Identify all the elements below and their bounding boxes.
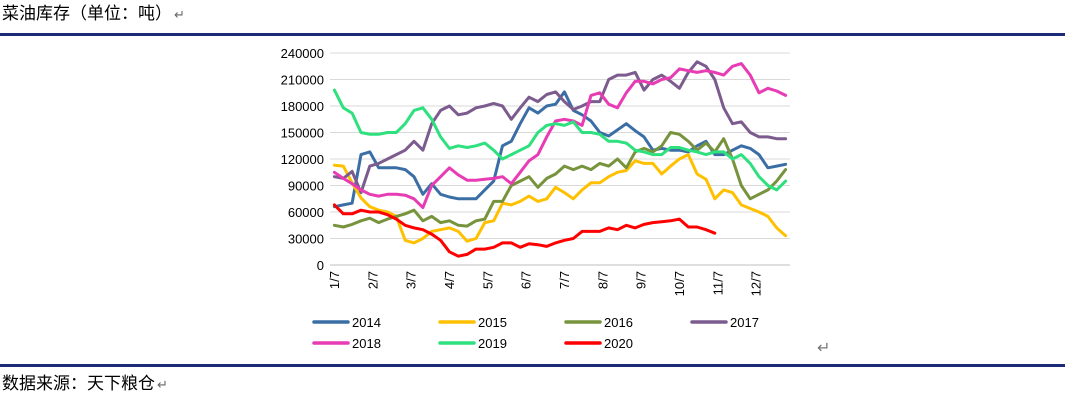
x-tick-label: 11/7 bbox=[710, 271, 725, 295]
return-mark-icon: ↵ bbox=[157, 378, 168, 393]
x-tick-label: 6/7 bbox=[519, 271, 534, 289]
x-tick-label: 12/7 bbox=[749, 271, 764, 296]
y-tick-label: 210000 bbox=[281, 73, 324, 88]
legend-label-2018: 2018 bbox=[352, 336, 381, 351]
y-tick-label: 120000 bbox=[281, 152, 324, 167]
source-note: 数据来源：天下粮仓 ↵ bbox=[2, 374, 168, 394]
top-rule bbox=[0, 33, 1065, 36]
y-tick-label: 240000 bbox=[281, 46, 324, 61]
x-tick-label: 1/7 bbox=[327, 271, 342, 289]
y-tick-label: 90000 bbox=[288, 179, 324, 194]
bottom-rule bbox=[0, 364, 1065, 367]
return-mark-icon: ↵ bbox=[817, 338, 831, 357]
x-tick-label: 7/7 bbox=[557, 271, 572, 289]
x-tick-label: 4/7 bbox=[442, 271, 457, 289]
return-mark-icon: ↵ bbox=[174, 8, 185, 23]
legend-label-2016: 2016 bbox=[604, 315, 633, 330]
series-line-2019 bbox=[332, 88, 788, 192]
y-tick-label: 0 bbox=[317, 258, 324, 273]
x-tick-label: 8/7 bbox=[595, 271, 610, 289]
legend-label-2017: 2017 bbox=[730, 315, 759, 330]
x-tick-label: 2/7 bbox=[365, 271, 380, 289]
legend-label-2020: 2020 bbox=[604, 336, 633, 351]
x-tick-label: 5/7 bbox=[480, 271, 495, 289]
y-tick-label: 30000 bbox=[288, 232, 324, 247]
y-tick-label: 180000 bbox=[281, 99, 324, 114]
series-line-2018 bbox=[332, 62, 788, 210]
page-title: 菜油库存（单位：吨） ↵ bbox=[2, 4, 185, 24]
y-tick-label: 150000 bbox=[281, 126, 324, 141]
x-tick-label: 9/7 bbox=[634, 271, 649, 289]
legend-label-2014: 2014 bbox=[352, 315, 381, 330]
x-tick-label: 3/7 bbox=[404, 271, 419, 289]
legend-label-2019: 2019 bbox=[478, 336, 507, 351]
series-line-2016 bbox=[332, 131, 788, 229]
series-line-2015 bbox=[332, 153, 788, 245]
y-tick-label: 60000 bbox=[288, 205, 324, 220]
x-tick-label: 10/7 bbox=[672, 271, 687, 296]
legend-label-2015: 2015 bbox=[478, 315, 507, 330]
series-line-2020 bbox=[332, 203, 717, 258]
